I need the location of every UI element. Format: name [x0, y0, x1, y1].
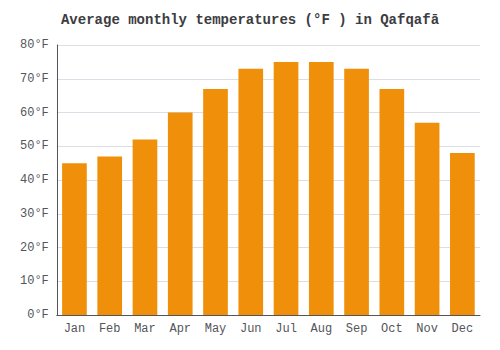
svg-text:Feb: Feb — [99, 322, 121, 336]
svg-text:Sep: Sep — [346, 322, 368, 336]
svg-text:Jun: Jun — [240, 322, 262, 336]
svg-text:20°F: 20°F — [20, 241, 49, 255]
svg-text:70°F: 70°F — [20, 72, 49, 86]
svg-text:Aug: Aug — [310, 322, 332, 336]
svg-text:Mar: Mar — [134, 322, 156, 336]
svg-text:Apr: Apr — [169, 322, 191, 336]
svg-text:50°F: 50°F — [20, 139, 49, 153]
svg-text:30°F: 30°F — [20, 207, 49, 221]
svg-text:40°F: 40°F — [20, 173, 49, 187]
svg-text:Average monthly temperatures (: Average monthly temperatures (°F ) in Qa… — [61, 12, 440, 28]
svg-text:Dec: Dec — [452, 322, 474, 336]
svg-text:Jan: Jan — [64, 322, 86, 336]
svg-text:0°F: 0°F — [27, 308, 49, 322]
svg-text:Jul: Jul — [275, 322, 297, 336]
svg-text:Oct: Oct — [381, 322, 403, 336]
svg-text:60°F: 60°F — [20, 106, 49, 120]
svg-text:80°F: 80°F — [20, 38, 49, 52]
svg-text:Nov: Nov — [416, 322, 438, 336]
svg-text:May: May — [205, 322, 227, 336]
svg-text:10°F: 10°F — [20, 274, 49, 288]
